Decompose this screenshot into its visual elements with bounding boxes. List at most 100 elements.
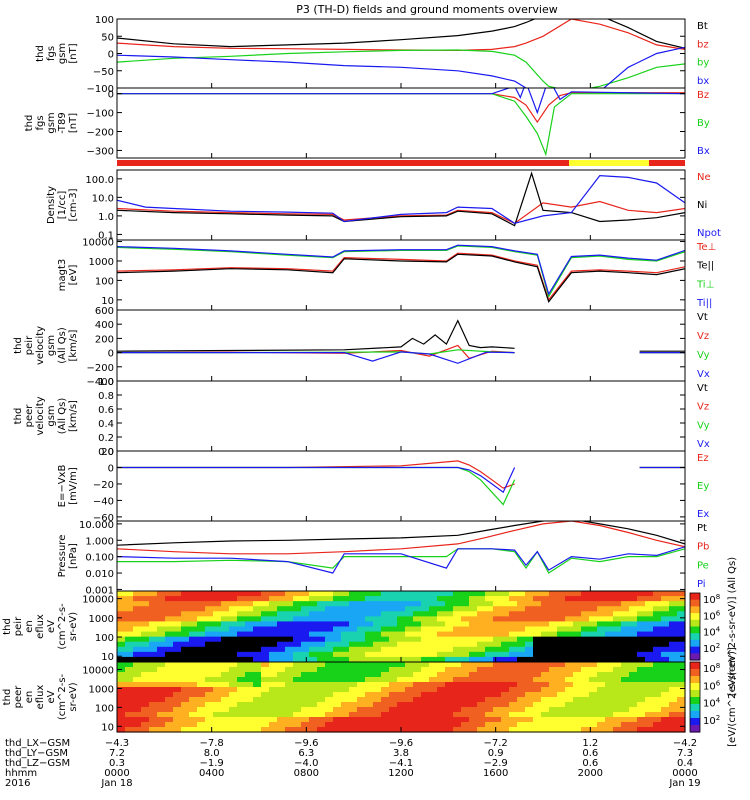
- spectrogram-cell: [373, 611, 382, 617]
- spectrogram-cell: [309, 596, 318, 602]
- spectrogram-cell: [277, 722, 286, 728]
- spectrogram-cell: [573, 662, 582, 668]
- spectrogram-cell: [125, 712, 134, 718]
- spectrogram-cell: [605, 641, 614, 648]
- spectrogram-cell: [461, 596, 470, 602]
- spectrogram-cell: [509, 616, 518, 623]
- spectrogram-cell: [485, 641, 494, 648]
- spectrogram-cell: [405, 707, 414, 713]
- spectrogram-cell: [157, 722, 166, 728]
- spectrogram-cell: [181, 672, 190, 678]
- spectrogram-cell: [573, 606, 582, 612]
- spectrogram-cell: [653, 687, 662, 693]
- spectrogram-cell: [637, 727, 646, 733]
- colorbar-segment: [690, 593, 700, 601]
- spectrogram-cell: [317, 601, 326, 607]
- spectrogram-cell: [269, 682, 278, 688]
- spectrogram-cell: [509, 662, 518, 668]
- series-line-Pb: [117, 521, 685, 555]
- spectrogram-cell: [325, 631, 334, 638]
- spectrogram-cell: [493, 626, 502, 633]
- spectrogram-cell: [605, 667, 614, 673]
- spectrogram-cell: [477, 631, 486, 638]
- spectrogram-cell: [165, 702, 174, 708]
- x-axis-tick-value: −1.9: [200, 758, 224, 769]
- spectrogram-cell: [197, 631, 206, 638]
- spectrogram-cell: [141, 662, 150, 668]
- spectrogram-cell: [389, 717, 398, 723]
- spectrogram-cell: [349, 651, 358, 658]
- spectrogram-cell: [557, 722, 566, 728]
- spectrogram-cell: [149, 636, 158, 643]
- spectrogram-cell: [517, 646, 526, 653]
- spectrogram-cell: [573, 717, 582, 723]
- spectrogram-cell: [509, 636, 518, 643]
- spectrogram-cell: [237, 616, 246, 623]
- spectrogram-cell: [213, 641, 222, 648]
- spectrogram-cell: [149, 682, 158, 688]
- spectrogram-cell: [669, 667, 678, 673]
- spectrogram-cell: [149, 621, 158, 628]
- spectrogram-cell: [645, 697, 654, 703]
- spectrogram-cell: [461, 712, 470, 718]
- spectrogram-cell: [653, 636, 662, 643]
- spectrogram-cell: [125, 656, 134, 663]
- colorbar-frame: [689, 592, 701, 661]
- spectrogram-cell: [213, 621, 222, 628]
- legend-entry: Ni: [697, 200, 707, 211]
- spectrogram-cell: [301, 636, 310, 643]
- spectrogram-cell: [357, 722, 366, 728]
- spectrogram-cell: [293, 596, 302, 602]
- spectrogram-cell: [133, 682, 142, 688]
- x-axis-tick-value: −7.8: [200, 738, 224, 749]
- spectrogram-cell: [117, 677, 126, 683]
- spectrogram-cell: [205, 702, 214, 708]
- spectrogram-cell: [261, 682, 270, 688]
- spectrogram-cell: [629, 641, 638, 648]
- spectrogram-cell: [125, 641, 134, 648]
- x-axis-tick-value: 0000: [104, 768, 129, 779]
- spectrogram-cell: [293, 667, 302, 673]
- spectrogram-cell: [573, 596, 582, 602]
- colorbar-segment: [690, 669, 700, 677]
- spectrogram-cell: [557, 606, 566, 612]
- spectrogram-cell: [269, 712, 278, 718]
- spectrogram-cell: [149, 662, 158, 668]
- spectrogram-cell: [613, 606, 622, 612]
- y-axis-label: thd: [35, 45, 46, 62]
- spectrogram-cell: [149, 667, 158, 673]
- spectrogram-cell: [621, 616, 630, 623]
- spectrogram-cell: [213, 692, 222, 698]
- spectrogram-cell: [301, 646, 310, 653]
- spectrogram-cell: [653, 646, 662, 653]
- spectrogram-cell: [613, 626, 622, 633]
- spectrogram-cell: [589, 591, 598, 597]
- spectrogram-cell: [645, 596, 654, 602]
- spectrogram-cell: [461, 672, 470, 678]
- series-line-By: [117, 93, 685, 157]
- spectrogram-cell: [477, 682, 486, 688]
- spectrogram-cell: [493, 596, 502, 602]
- spectrogram-cell: [629, 636, 638, 643]
- series-line-Te||: [117, 253, 685, 303]
- spectrogram-cell: [213, 712, 222, 718]
- spectrogram-cell: [501, 707, 510, 713]
- spectrogram-cell: [437, 591, 446, 597]
- spectrogram-cell: [357, 606, 366, 612]
- series-line-bz: [117, 19, 685, 52]
- spectrogram-cell: [165, 606, 174, 612]
- spectrogram-cell: [237, 611, 246, 617]
- spectrogram-cell: [133, 606, 142, 612]
- spectrogram-cell: [277, 717, 286, 723]
- spectrogram-cell: [541, 707, 550, 713]
- spectrogram-cell: [589, 727, 598, 733]
- spectrogram-cell: [381, 717, 390, 723]
- spectrogram-cell: [389, 697, 398, 703]
- spectrogram-cell: [261, 697, 270, 703]
- y-tick-label: 0: [108, 90, 114, 101]
- spectrogram-cell: [133, 636, 142, 643]
- spectrogram-cell: [485, 707, 494, 713]
- spectrogram-cell: [157, 707, 166, 713]
- spectrogram-cell: [389, 616, 398, 623]
- spectrogram-cell: [517, 687, 526, 693]
